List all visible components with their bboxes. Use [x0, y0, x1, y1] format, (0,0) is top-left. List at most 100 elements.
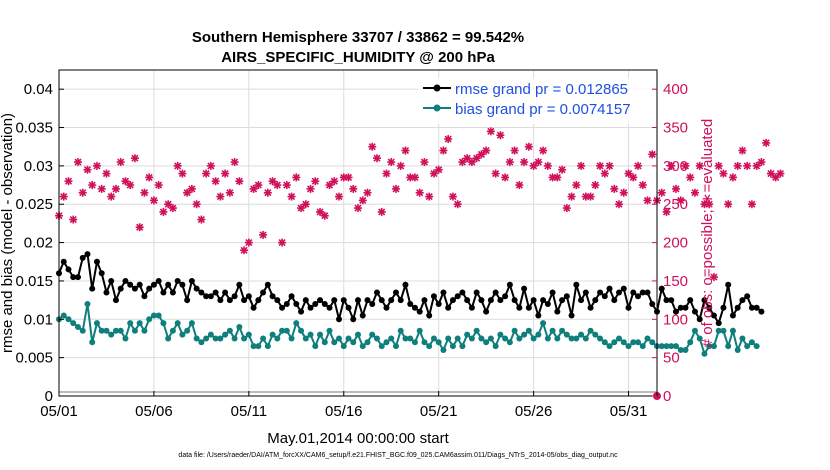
bias-point: [179, 331, 186, 338]
rmse-point: [753, 304, 760, 311]
obs-count-marker: [244, 238, 253, 247]
obs-star-stroke: [387, 158, 395, 166]
rmse-point: [397, 297, 404, 304]
obs-star-stroke: [776, 169, 784, 178]
obs-count-marker: [410, 173, 419, 182]
rmse-point: [573, 281, 580, 288]
obs-star-stroke: [121, 177, 130, 185]
obs-count-marker: [88, 181, 97, 190]
obs-count-marker: [187, 184, 196, 193]
bias-point: [236, 323, 243, 330]
y-tick-label: 0.015: [15, 273, 53, 290]
obs-star-stroke: [454, 200, 462, 208]
obs-star-stroke: [629, 173, 637, 181]
obs-count-marker: [610, 184, 619, 193]
bias-point: [710, 343, 717, 350]
obs-count-marker: [358, 196, 367, 205]
obs-star-stroke: [401, 146, 410, 155]
rmse-point: [710, 312, 717, 319]
obs-star-stroke: [449, 192, 457, 201]
obs-count-marker: [235, 177, 244, 186]
obs-star-stroke: [734, 162, 742, 170]
obs-star-stroke: [321, 212, 329, 220]
rmse-point: [350, 316, 357, 323]
rmse-point: [84, 251, 91, 258]
rmse-point: [540, 297, 547, 304]
obs-count-marker: [69, 215, 78, 224]
obs-count-marker: [738, 146, 747, 155]
obs-star-stroke: [344, 173, 353, 181]
obs-count-marker: [453, 200, 462, 209]
obs-star-stroke: [743, 162, 751, 170]
rmse-point: [203, 293, 210, 300]
rmse-point: [283, 300, 290, 307]
rmse-point: [601, 293, 608, 300]
obs-count-marker: [591, 181, 600, 190]
obs-count-marker: [202, 169, 211, 178]
bias-point: [663, 343, 670, 350]
obs-count-marker: [154, 181, 163, 190]
obs-star-stroke: [60, 192, 68, 201]
obs-count-marker: [596, 161, 605, 170]
rmse-point: [112, 297, 119, 304]
obs-star-stroke: [254, 181, 262, 189]
obs-count-marker: [111, 184, 120, 193]
obs-star-stroke: [610, 185, 618, 193]
x-tick-label: 05/31: [610, 403, 648, 420]
obs-count-marker: [83, 165, 92, 174]
rmse-point: [241, 297, 248, 304]
bias-point: [497, 331, 504, 338]
bias-point: [373, 335, 380, 342]
obs-count-marker: [444, 135, 453, 144]
rmse-point: [511, 297, 518, 304]
obs-count-marker: [486, 127, 495, 136]
rmse-point: [402, 281, 409, 288]
bias-point: [421, 339, 428, 346]
obs-star-stroke: [568, 192, 576, 201]
rmse-point: [260, 289, 267, 296]
obs-count-marker: [107, 192, 116, 201]
rmse-point: [578, 297, 585, 304]
bias-point: [502, 335, 509, 342]
rmse-point: [392, 289, 399, 296]
rmse-point: [568, 312, 575, 319]
y-axis-ticks: 0 0.005 0.01 0.015 0.02 0.025 0.03 0.035 0.04: [15, 81, 64, 405]
rmse-point: [184, 297, 191, 304]
obs-star-stroke: [169, 204, 177, 212]
obs-star-stroke: [672, 185, 680, 193]
obs-count-marker: [116, 158, 125, 167]
x-tick-label: 05/11: [231, 403, 267, 420]
obs-star-stroke: [74, 158, 82, 166]
obs-count-marker: [634, 161, 643, 170]
bias-point: [573, 335, 580, 342]
bias-point: [592, 331, 599, 338]
y2-tick-label: 350: [663, 120, 688, 137]
obs-count-marker: [425, 192, 434, 201]
obs-star-stroke: [677, 196, 685, 204]
obs-star-stroke: [435, 166, 443, 174]
bias-point: [435, 339, 442, 346]
rmse-point: [478, 297, 485, 304]
rmse-point: [625, 304, 632, 311]
obs-count-marker: [259, 230, 268, 239]
obs-count-marker: [719, 169, 728, 178]
bias-point: [160, 320, 167, 327]
rmse-point: [630, 289, 637, 296]
bias-point: [226, 327, 233, 334]
rmse-point: [473, 289, 480, 296]
bias-point: [321, 339, 328, 346]
rmse-point: [146, 285, 153, 292]
rmse-point: [715, 320, 722, 327]
obs-star-stroke: [605, 162, 614, 170]
obs-count-marker: [211, 177, 220, 186]
obs-star-stroke: [681, 162, 690, 170]
rmse-point: [421, 297, 428, 304]
obs-star-stroke: [216, 192, 224, 201]
rmse-point: [269, 293, 276, 300]
obs-count-marker: [391, 184, 400, 193]
obs-count-marker: [728, 173, 737, 182]
rmse-point: [449, 297, 456, 304]
obs-star-stroke: [392, 185, 400, 193]
bias-point: [402, 335, 409, 342]
obs-star-stroke: [335, 192, 343, 201]
